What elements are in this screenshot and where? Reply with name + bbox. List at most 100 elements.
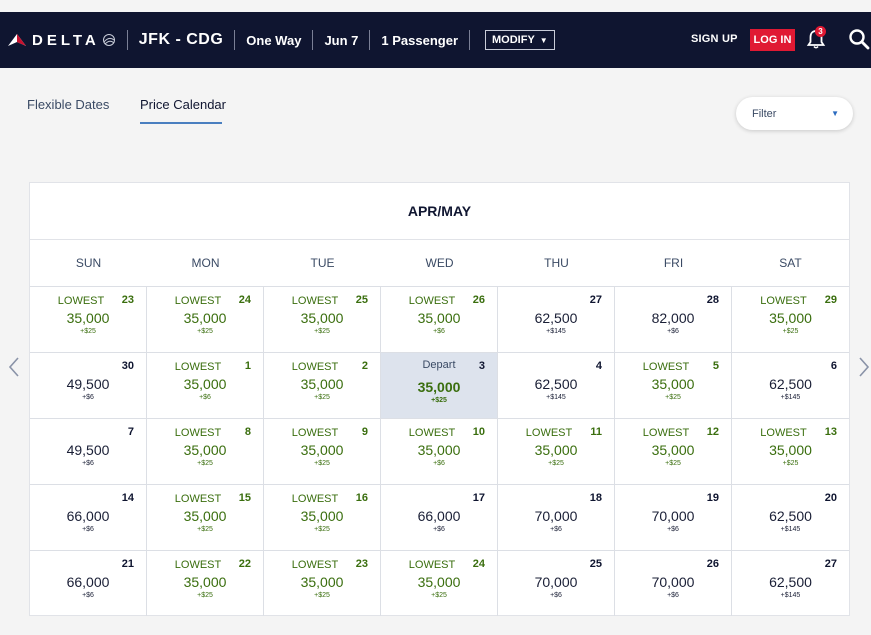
taxes-fee: +$6 — [82, 460, 94, 467]
day-number: 2 — [361, 360, 368, 372]
filter-dropdown[interactable]: Filter ▼ — [736, 97, 853, 130]
miles-price: 35,000 — [417, 574, 461, 590]
lowest-fare-label: LOWEST — [291, 427, 339, 439]
calendar-day[interactable]: LOWEST 24 35,000 +$25 — [147, 286, 264, 352]
log-in-button[interactable]: LOG IN — [750, 29, 795, 51]
day-number: 29 — [824, 294, 837, 306]
calendar-day[interactable]: LOWEST 29 35,000 +$25 — [732, 286, 849, 352]
taxes-fee: +$6 — [550, 526, 562, 533]
calendar-day[interactable]: 26 70,000 +$6 — [615, 550, 732, 616]
taxes-fee: +$25 — [314, 328, 330, 335]
route-summary: JFK - CDG — [138, 31, 224, 48]
calendar-day[interactable]: LOWEST 2 35,000 +$25 — [264, 352, 381, 418]
calendar-day[interactable]: 6 62,500 +$145 — [732, 352, 849, 418]
day-number: 22 — [238, 558, 251, 570]
calendar-day[interactable]: LOWEST 11 35,000 +$25 — [498, 418, 615, 484]
calendar-day[interactable]: LOWEST 9 35,000 +$25 — [264, 418, 381, 484]
miles-price: 35,000 — [300, 310, 344, 326]
miles-price: 35,000 — [300, 574, 344, 590]
passenger-count: 1 Passenger — [381, 32, 459, 48]
day-number: 12 — [706, 426, 719, 438]
delta-widget-icon — [8, 34, 26, 46]
day-number: 18 — [589, 492, 602, 504]
calendar-day[interactable]: 19 70,000 +$6 — [615, 484, 732, 550]
calendar-day[interactable]: 4 62,500 +$145 — [498, 352, 615, 418]
calendar-day[interactable]: 27 62,500 +$145 — [498, 286, 615, 352]
caret-down-icon: ▼ — [539, 35, 548, 45]
calendar-day[interactable]: LOWEST 8 35,000 +$25 — [147, 418, 264, 484]
miles-price: 70,000 — [534, 574, 578, 590]
taxes-fee: +$6 — [433, 526, 445, 533]
day-number: 10 — [472, 426, 485, 438]
lowest-fare-label: LOWEST — [291, 295, 339, 307]
delta-logo[interactable]: DELTA — [8, 32, 116, 49]
chevron-right-icon[interactable] — [857, 356, 871, 378]
calendar-day[interactable]: 7 49,500 +$6 — [30, 418, 147, 484]
day-number: 27 — [824, 558, 837, 570]
lowest-fare-label: LOWEST — [57, 295, 105, 307]
calendar-day[interactable]: 14 66,000 +$6 — [30, 484, 147, 550]
log-in-label: LOG IN — [753, 34, 792, 46]
miles-price: 35,000 — [183, 574, 227, 590]
day-number: 20 — [824, 492, 837, 504]
calendar-day[interactable]: LOWEST 10 35,000 +$6 — [381, 418, 498, 484]
lowest-fare-label: LOWEST — [525, 427, 573, 439]
calendar-day[interactable]: LOWEST 25 35,000 +$25 — [264, 286, 381, 352]
calendar-day[interactable]: 25 70,000 +$6 — [498, 550, 615, 616]
calendar-day[interactable]: LOWEST 23 35,000 +$25 — [30, 286, 147, 352]
calendar-day[interactable]: 17 66,000 +$6 — [381, 484, 498, 550]
chevron-left-icon[interactable] — [7, 356, 21, 378]
calendar-day[interactable]: LOWEST 1 35,000 +$6 — [147, 352, 264, 418]
modify-label: MODIFY — [492, 34, 535, 46]
lowest-fare-label: LOWEST — [642, 361, 690, 373]
search-icon[interactable] — [848, 28, 870, 50]
header-divider — [369, 30, 371, 50]
day-number: 9 — [361, 426, 368, 438]
calendar-day[interactable]: LOWEST 16 35,000 +$25 — [264, 484, 381, 550]
calendar-day[interactable]: LOWEST 24 35,000 +$25 — [381, 550, 498, 616]
taxes-fee: +$25 — [431, 592, 447, 599]
calendar-day[interactable]: LOWEST 15 35,000 +$25 — [147, 484, 264, 550]
top-strip — [0, 0, 871, 12]
taxes-fee: +$145 — [780, 526, 801, 533]
day-number: 19 — [706, 492, 719, 504]
miles-price: 49,500 — [66, 376, 110, 392]
globe-icon — [102, 34, 115, 46]
calendar-day[interactable]: 21 66,000 +$6 — [30, 550, 147, 616]
calendar-day[interactable]: LOWEST 22 35,000 +$25 — [147, 550, 264, 616]
calendar-day[interactable]: 30 49,500 +$6 — [30, 352, 147, 418]
taxes-fee: +$25 — [314, 460, 330, 467]
modify-button[interactable]: MODIFY ▼ — [485, 30, 555, 50]
lowest-fare-label: LOWEST — [291, 361, 339, 373]
weekday-mon: MON — [191, 256, 220, 270]
taxes-fee: +$25 — [665, 394, 681, 401]
day-number: 16 — [355, 492, 368, 504]
trip-type: One Way — [246, 32, 302, 48]
calendar-day[interactable]: LOWEST 5 35,000 +$25 — [615, 352, 732, 418]
calendar-day[interactable]: LOWEST 13 35,000 +$25 — [732, 418, 849, 484]
calendar-day[interactable]: 28 82,000 +$6 — [615, 286, 732, 352]
miles-price: 35,000 — [183, 310, 227, 326]
tab-flexible-dates[interactable]: Flexible Dates — [27, 97, 110, 112]
calendar-day[interactable]: 27 62,500 +$145 — [732, 550, 849, 616]
day-number: 21 — [121, 558, 134, 570]
taxes-fee: +$6 — [82, 526, 94, 533]
calendar-day[interactable]: 18 70,000 +$6 — [498, 484, 615, 550]
caret-down-icon: ▼ — [831, 109, 839, 118]
calendar-day[interactable]: LOWEST 26 35,000 +$6 — [381, 286, 498, 352]
day-number: 26 — [706, 558, 719, 570]
miles-price: 62,500 — [534, 376, 578, 392]
calendar-day[interactable]: LOWEST 12 35,000 +$25 — [615, 418, 732, 484]
miles-price: 35,000 — [300, 508, 344, 524]
day-number: 27 — [589, 294, 602, 306]
miles-price: 62,500 — [769, 376, 812, 392]
calendar-day[interactable]: LOWEST 23 35,000 +$25 — [264, 550, 381, 616]
tab-price-calendar[interactable]: Price Calendar — [140, 97, 226, 112]
calendar-day[interactable]: 20 62,500 +$145 — [732, 484, 849, 550]
taxes-fee: +$6 — [433, 328, 445, 335]
calendar-day-selected[interactable]: Depart 3 35,000 +$25 — [381, 352, 498, 418]
header-divider — [469, 30, 471, 50]
brand-name: DELTA — [32, 31, 100, 49]
site-header: DELTA JFK - CDG One Way Jun 7 1 Passenge… — [0, 12, 871, 68]
sign-up-link[interactable]: SIGN UP — [691, 33, 738, 45]
